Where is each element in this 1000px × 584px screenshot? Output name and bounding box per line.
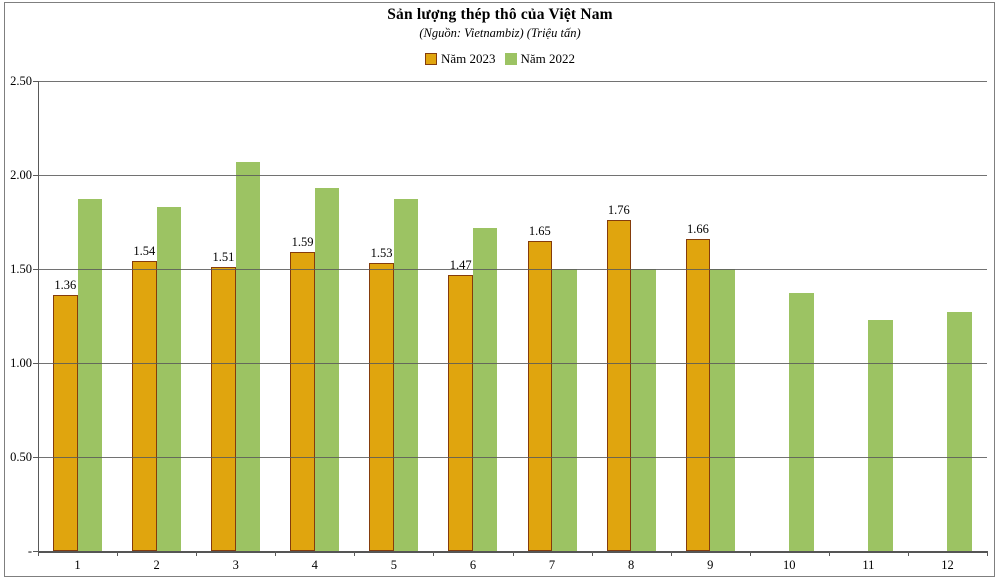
bar-2022-m2	[156, 206, 182, 551]
x-axis-tick	[354, 551, 356, 556]
y-axis-tick	[33, 81, 38, 82]
bar-2023-m4	[290, 252, 315, 551]
chart-subtitle: (Nguồn: Vietnambiz) (Triệu tấn)	[419, 26, 581, 40]
gridline	[38, 457, 987, 458]
x-axis-tick	[828, 551, 830, 556]
legend-item-2022: Năm 2022	[504, 51, 576, 67]
x-tick-label: 8	[627, 558, 635, 572]
bar-value-label: 1.76	[607, 203, 630, 218]
x-tick-label: 4	[311, 558, 318, 572]
bar-value-label: 1.66	[686, 221, 709, 236]
y-axis-tick	[33, 457, 38, 458]
y-axis-tick	[33, 269, 38, 270]
x-tick-label: 7	[548, 558, 556, 572]
x-tick-label: 11	[862, 558, 875, 572]
y-tick-label: 2.50	[10, 74, 32, 88]
y-tick-label: 2.00	[10, 168, 32, 182]
bar-2022-m11	[868, 319, 893, 551]
x-tick-label: 3	[232, 558, 239, 572]
y-axis-line	[38, 81, 39, 551]
x-axis-tick	[591, 551, 593, 556]
gridline	[38, 363, 987, 364]
x-axis-tick	[907, 551, 909, 556]
bar-2022-m7	[552, 269, 577, 551]
gridline	[38, 81, 987, 82]
bar-2022-m1	[77, 199, 102, 551]
x-axis-tick	[749, 551, 751, 556]
x-tick-label: 1	[74, 558, 81, 572]
x-axis-tick	[433, 551, 435, 556]
x-tick-label: 6	[469, 558, 477, 572]
y-axis-tick	[33, 551, 38, 552]
bar-2023-m6	[448, 274, 473, 551]
legend-swatch-2022-icon	[504, 53, 517, 65]
x-axis-tick	[117, 551, 119, 556]
bar-value-label: 1.36	[54, 278, 77, 293]
gridline	[38, 175, 987, 176]
y-axis-tick	[33, 363, 38, 364]
bar-2022-m4	[314, 188, 340, 551]
bar-2023-m8	[606, 220, 632, 551]
x-tick-label: 12	[941, 558, 954, 572]
x-axis-tick	[670, 551, 672, 556]
bar-2023-m2	[132, 261, 157, 551]
chart-title: Sản lượng thép thô của Việt Nam	[387, 6, 613, 23]
y-tick-label: 1.50	[10, 262, 32, 276]
y-tick-label: 0.50	[10, 450, 32, 464]
bar-value-label: 1.54	[133, 244, 156, 259]
bar-2023-m1	[53, 295, 78, 551]
bar-2022-m12	[947, 312, 972, 551]
bar-2022-m5	[393, 199, 419, 551]
bar-value-label: 1.65	[528, 223, 551, 238]
y-tick-label: -	[27, 544, 32, 558]
legend-item-2023: Năm 2023	[424, 51, 496, 67]
gridline	[38, 269, 987, 270]
legend-label-2022: Năm 2022	[520, 51, 576, 66]
bar-2023-m3	[211, 267, 236, 551]
x-tick-label: 9	[707, 558, 714, 572]
x-axis-tick	[38, 551, 39, 556]
x-tick-label: 10	[783, 558, 796, 572]
x-axis-tick	[196, 551, 198, 556]
x-axis-tick	[512, 551, 514, 556]
x-tick-label: 2	[153, 558, 160, 572]
legend-swatch-2023-icon	[424, 53, 437, 65]
legend-label-2023: Năm 2023	[440, 51, 496, 66]
bar-2022-m8	[631, 269, 656, 551]
bar-2023-m9	[685, 238, 711, 551]
x-axis-tick	[275, 551, 277, 556]
bar-value-label: 1.47	[449, 257, 472, 272]
bar-2022-m3	[235, 161, 261, 551]
x-axis-tick	[987, 551, 988, 556]
legend: Năm 2023 Năm 2022	[0, 51, 1000, 67]
bar-2023-m7	[527, 240, 552, 551]
bar-value-label: 1.59	[291, 235, 314, 250]
x-tick-label: 5	[390, 558, 397, 572]
bar-2022-m10	[789, 293, 814, 551]
bar-value-label: 1.51	[212, 250, 235, 265]
y-axis-tick	[33, 175, 38, 176]
bar-2022-m9	[710, 269, 735, 551]
bar-value-label: 1.53	[370, 246, 393, 261]
bar-2022-m6	[472, 227, 498, 551]
y-tick-label: 1.00	[10, 356, 32, 370]
bar-2023-m5	[369, 263, 394, 551]
